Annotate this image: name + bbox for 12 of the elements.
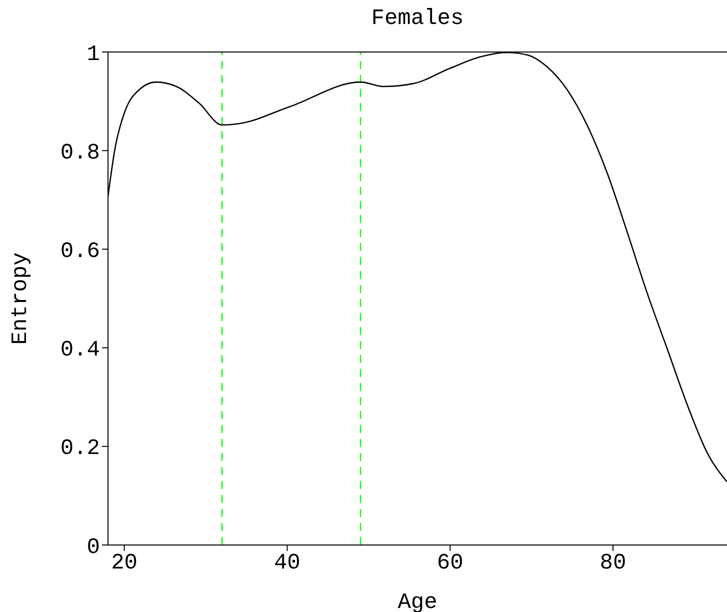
y-tick-label: 0.2	[60, 436, 100, 462]
x-tick-label: 80	[600, 550, 626, 576]
y-tick-label: 0.8	[60, 140, 100, 166]
y-tick-label: 0.4	[60, 338, 100, 363]
y-tick-label: 1	[86, 42, 100, 67]
x-tick-label: 40	[274, 550, 300, 576]
y-axis-title: Entropy	[8, 252, 33, 345]
x-tick-label: 20	[111, 550, 138, 576]
x-tick-label: 60	[436, 550, 464, 576]
y-tick-label: 0.6	[60, 239, 100, 264]
y-tick-label: 0	[86, 534, 100, 560]
chart-title: Females	[370, 6, 465, 31]
